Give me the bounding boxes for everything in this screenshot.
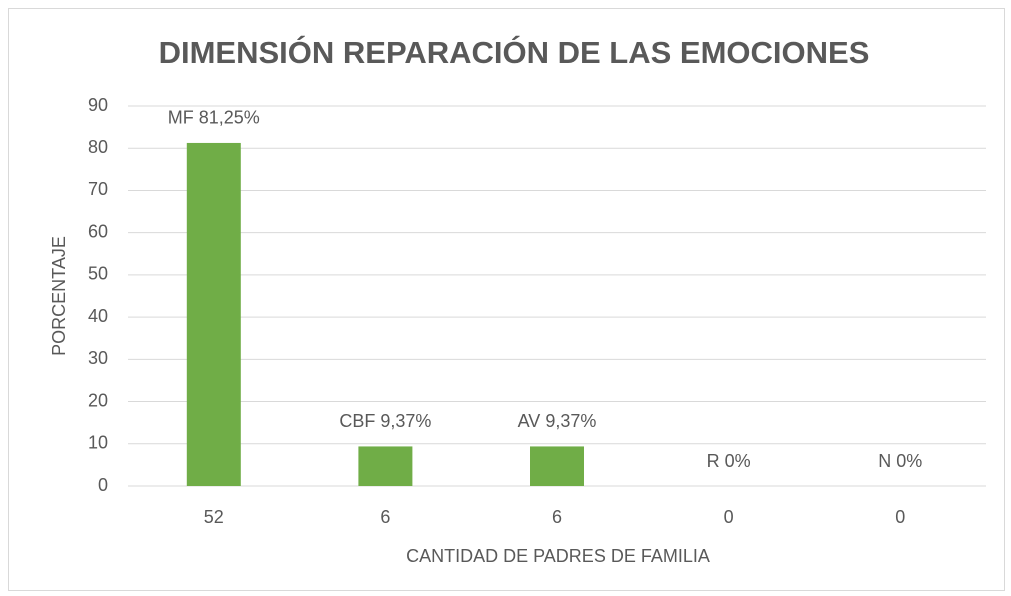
y-tick-label: 0	[98, 475, 108, 495]
x-tick-label: 0	[895, 507, 905, 527]
y-tick-label: 10	[88, 433, 108, 453]
x-axis-label: CANTIDAD DE PADRES DE FAMILIA	[406, 546, 710, 566]
data-label: R 0%	[707, 451, 751, 471]
y-tick-label: 80	[88, 137, 108, 157]
y-tick-label: 50	[88, 264, 108, 284]
chart-title: DIMENSIÓN REPARACIÓN DE LAS EMOCIONES	[159, 34, 870, 70]
y-tick-label: 90	[88, 95, 108, 115]
y-tick-label: 70	[88, 179, 108, 199]
x-tick-label: 6	[380, 507, 390, 527]
data-label: N 0%	[878, 451, 922, 471]
x-tick-label: 0	[724, 507, 734, 527]
chart-border	[8, 8, 1005, 591]
x-tick-label: 52	[204, 507, 224, 527]
bar	[186, 142, 241, 486]
y-tick-label: 30	[88, 348, 108, 368]
bar	[530, 446, 584, 486]
y-tick-label: 40	[88, 306, 108, 326]
data-label: MF 81,25%	[168, 108, 260, 128]
data-label: CBF 9,37%	[339, 411, 431, 431]
bar	[358, 446, 413, 486]
y-tick-label: 60	[88, 221, 108, 241]
y-axis-label: PORCENTAJE	[49, 236, 69, 356]
x-tick-label: 6	[552, 507, 562, 527]
data-label: AV 9,37%	[518, 411, 597, 431]
y-tick-label: 20	[88, 390, 108, 410]
